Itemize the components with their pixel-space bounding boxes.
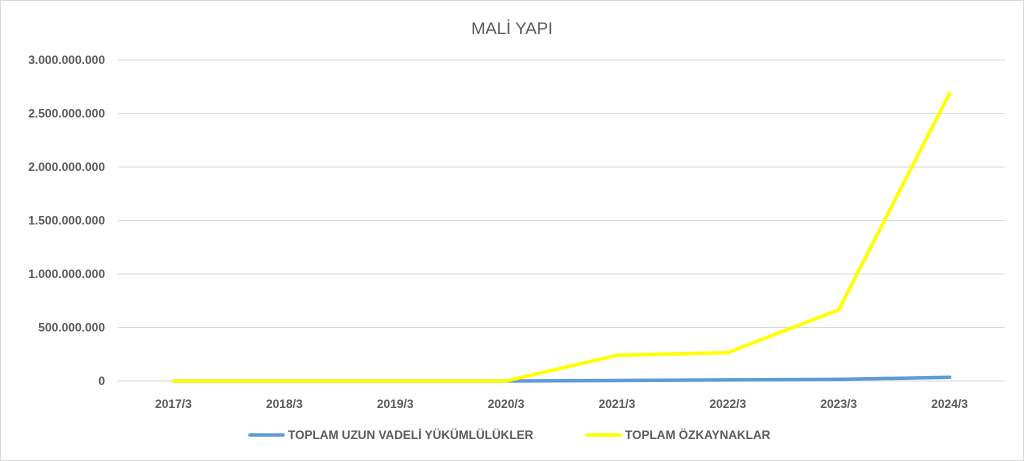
y-tick-label: 0 (98, 374, 105, 388)
x-tick-label: 2018/3 (266, 397, 303, 411)
y-tick-label: 500.000.000 (38, 321, 105, 335)
series-1-point (948, 91, 951, 95)
chart-title: MALİ YAPI (471, 19, 553, 38)
series-1-point (726, 351, 730, 354)
series-0-point (726, 378, 730, 382)
series-0-point (948, 376, 951, 379)
y-axis-ticks: 0 500.000.000 1.000.000.000 1.500.000.000 2.… (28, 53, 105, 388)
x-tick-label: 2022/3 (709, 397, 746, 411)
legend: TOPLAM UZUN VADELİ YÜKÜMLÜLÜKLER TOPLAM Ö… (248, 427, 771, 442)
series-lines (171, 91, 952, 383)
series-1-point (172, 379, 175, 383)
x-tick-label: 2020/3 (488, 397, 525, 411)
series-1-point (393, 379, 397, 383)
y-tick-label: 2.000.000.000 (28, 160, 105, 174)
x-tick-label: 2019/3 (377, 397, 414, 411)
series-0-point (837, 378, 840, 381)
grid-lines (118, 59, 1005, 382)
y-tick-label: 3.000.000.000 (28, 53, 105, 67)
x-tick-label: 2017/3 (155, 397, 192, 411)
y-tick-label: 1.000.000.000 (28, 267, 105, 281)
x-axis-ticks: 2017/3 2018/3 2019/3 2020/3 2021/3 2022/3 2023… (155, 397, 968, 411)
x-tick-label: 2021/3 (599, 397, 636, 411)
series-0-point (615, 379, 619, 382)
x-tick-label: 2024/3 (931, 397, 968, 411)
series-1-point (283, 379, 286, 383)
y-tick-label: 1.500.000.000 (28, 214, 105, 228)
y-tick-label: 2.500.000.000 (28, 107, 105, 121)
legend-label-0: TOPLAM UZUN VADELİ YÜKÜMLÜLÜKLER (288, 427, 534, 442)
series-line-1 (171, 91, 952, 383)
series-1-point (837, 308, 840, 312)
series-1-point (615, 354, 619, 357)
series-1-point (504, 379, 508, 383)
legend-label-1: TOPLAM ÖZKAYNAKLAR (625, 427, 771, 442)
x-tick-label: 2023/3 (820, 397, 857, 411)
